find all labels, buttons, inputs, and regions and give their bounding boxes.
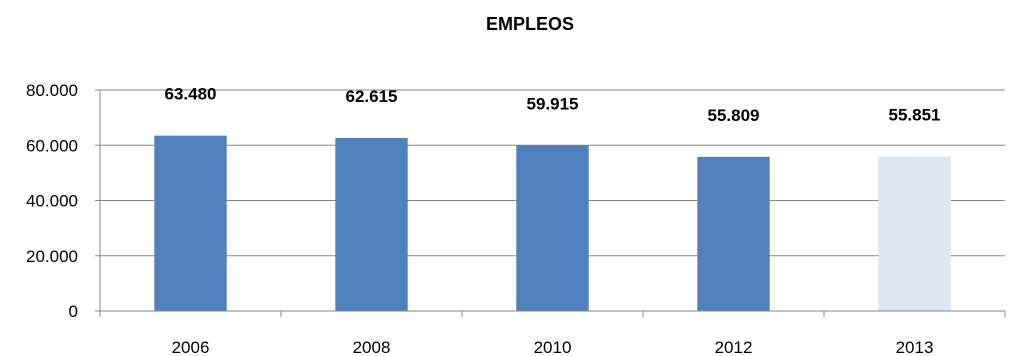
- bar-2008: [335, 138, 408, 311]
- y-tick-label: 40.000: [26, 192, 78, 211]
- data-label-2013: 55.851: [889, 106, 941, 125]
- bar-2006: [154, 135, 227, 311]
- x-tick-label: 2006: [172, 338, 210, 356]
- bar-2012: [697, 156, 770, 311]
- x-tick-label: 2012: [715, 338, 753, 356]
- data-label-2008: 62.615: [346, 87, 398, 106]
- data-label-2010: 59.915: [527, 94, 579, 113]
- y-tick-label: 0: [69, 302, 78, 321]
- labels: 0 20.000 40.000 60.000 80.000 2006 63.480 2008 6…: [26, 81, 941, 356]
- bars: [154, 135, 951, 311]
- x-tick-label: 2013: [896, 338, 934, 356]
- data-label-2006: 63.480: [165, 85, 217, 104]
- x-tick-label: 2008: [353, 338, 391, 356]
- chart-title: EMPLEOS: [486, 14, 574, 34]
- axes: [95, 89, 1006, 317]
- x-tick-label: 2010: [534, 338, 572, 356]
- bar-2013: [878, 156, 951, 311]
- y-tick-label: 80.000: [26, 81, 78, 100]
- data-label-2012: 55.809: [708, 106, 760, 125]
- y-tick-label: 20.000: [26, 247, 78, 266]
- y-tick-label: 60.000: [26, 136, 78, 155]
- bar-2010: [516, 145, 589, 311]
